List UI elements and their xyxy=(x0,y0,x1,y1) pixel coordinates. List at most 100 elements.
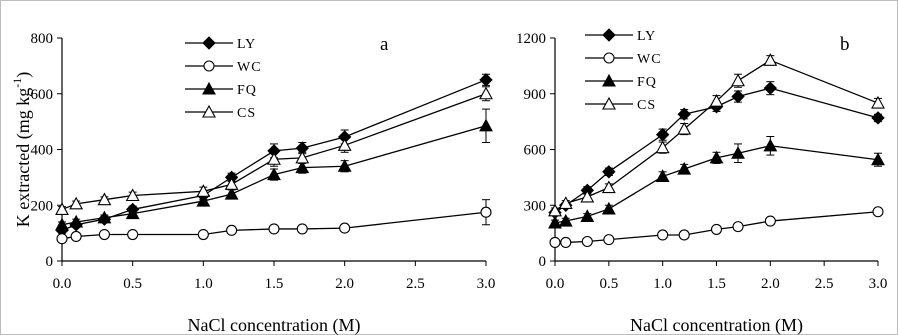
data-point-circle-marker xyxy=(872,206,884,218)
legend-label: CS xyxy=(237,106,256,121)
legend-diamond-marker xyxy=(202,36,216,50)
data-point-diamond-marker xyxy=(677,107,691,121)
legend-triangle-marker xyxy=(602,96,616,110)
x-tick-label: 0.0 xyxy=(53,276,72,292)
data-point-triangle-marker xyxy=(69,196,84,210)
data-point-triangle-marker xyxy=(337,138,352,151)
legend-circle-marker xyxy=(203,60,215,72)
data-point-triangle-marker xyxy=(337,159,352,172)
data-point-triangle-marker xyxy=(601,201,616,215)
data-point-circle-marker xyxy=(603,234,615,246)
data-point-triangle-marker xyxy=(580,209,595,222)
legend-label: LY xyxy=(637,29,656,44)
data-point-triangle-marker xyxy=(267,152,281,165)
panel-letter: a xyxy=(380,34,389,55)
data-point-triangle-marker xyxy=(677,121,692,135)
data-point-triangle-marker xyxy=(125,206,140,220)
data-point-triangle-marker xyxy=(224,186,239,200)
data-point-triangle-marker xyxy=(55,202,69,215)
data-point-circle-marker xyxy=(764,215,776,227)
y-tick-label: 600 xyxy=(31,87,54,103)
series-line xyxy=(61,93,487,211)
data-point-triangle-marker xyxy=(125,188,140,202)
series-fq xyxy=(548,135,885,229)
data-point-triangle-marker xyxy=(655,140,670,154)
panel-b: 0 300 600 900 1200 0.0 0.5 1.0 1.5 2.0 2.5 3.0 NaCl … xyxy=(516,28,888,335)
data-point-triangle-marker xyxy=(655,169,670,182)
x-tick-label: 1.0 xyxy=(653,276,672,292)
x-tick-label: 3.0 xyxy=(869,276,888,292)
data-point-circle-marker xyxy=(710,223,723,235)
legend-label: WC xyxy=(237,60,262,75)
data-point-circle-marker xyxy=(581,235,593,248)
legend-triangle-marker xyxy=(202,104,216,118)
data-point-triangle-marker xyxy=(548,203,562,217)
y-tick-label: 400 xyxy=(31,143,54,159)
x-tick-label: 1.0 xyxy=(194,276,213,292)
x-tick-label: 2.5 xyxy=(406,276,425,292)
y-tick-label: 0 xyxy=(46,254,54,270)
data-point-triangle-marker xyxy=(558,213,573,227)
x-tick-label: 0.5 xyxy=(599,276,618,292)
series-fq xyxy=(55,108,493,231)
data-point-triangle-marker xyxy=(224,177,239,190)
y-axis-title-sup: -1 xyxy=(10,78,24,88)
data-point-diamond-marker xyxy=(871,111,885,125)
data-point-triangle-marker xyxy=(709,150,724,164)
y-axis-title-tail: ) xyxy=(13,72,34,78)
data-point-circle-marker xyxy=(226,224,238,236)
data-point-triangle-marker xyxy=(479,118,493,132)
x-tick-label: 2.0 xyxy=(761,276,780,292)
data-point-circle-marker xyxy=(197,228,209,241)
data-point-circle-marker xyxy=(657,229,669,241)
legend-label: FQ xyxy=(637,75,657,90)
data-point-circle-marker xyxy=(549,236,561,248)
data-point-triangle-marker xyxy=(267,167,281,181)
data-point-circle-marker xyxy=(127,228,139,241)
series-cs xyxy=(548,53,885,217)
y-tick-label: 0 xyxy=(539,254,547,270)
x-tick-label: 0.5 xyxy=(123,276,142,292)
data-point-triangle-marker xyxy=(97,210,112,224)
series-line xyxy=(61,125,487,226)
y-axis-title: K extracted (mg kg-1) xyxy=(10,72,34,227)
x-tick-label: 1.5 xyxy=(707,276,726,292)
legend-label: LY xyxy=(237,37,256,52)
y-axis-title-main: K extracted (mg kg xyxy=(13,88,34,227)
series-cs xyxy=(55,86,493,215)
x-tick-label: 0.0 xyxy=(546,276,565,292)
data-point-circle-marker xyxy=(268,223,280,235)
data-point-circle-marker xyxy=(296,223,308,235)
data-point-triangle-marker xyxy=(763,138,778,152)
data-point-circle-marker xyxy=(339,222,351,234)
x-tick-label: 2.0 xyxy=(335,276,354,292)
data-point-circle-marker xyxy=(480,206,492,218)
panel-letter: b xyxy=(840,34,850,55)
data-point-triangle-marker xyxy=(558,196,573,209)
legend-label: CS xyxy=(637,98,656,113)
y-tick-label: 1200 xyxy=(516,31,546,47)
data-point-triangle-marker xyxy=(871,152,885,166)
series-wc xyxy=(56,199,492,245)
data-point-circle-marker xyxy=(732,221,744,233)
y-tick-label: 300 xyxy=(524,198,547,214)
data-point-triangle-marker xyxy=(548,215,562,229)
data-point-triangle-marker xyxy=(731,146,745,159)
x-axis-title: NaCl concentration (M) xyxy=(188,315,361,335)
data-point-triangle-marker xyxy=(677,161,692,175)
x-tick-label: 3.0 xyxy=(477,276,496,292)
series-line xyxy=(554,87,879,214)
data-point-diamond-marker xyxy=(731,89,745,104)
panel-a: 0 200 400 600 800 0.0 0.5 1.0 1.5 2.0 2.5 3.0 NaCl c… xyxy=(10,31,495,335)
y-tick-label: 600 xyxy=(524,143,547,159)
data-point-triangle-marker xyxy=(479,86,493,100)
data-point-triangle-marker xyxy=(709,94,724,107)
x-tick-label: 1.5 xyxy=(265,276,284,292)
data-point-circle-marker xyxy=(56,233,68,245)
data-point-triangle-marker xyxy=(871,95,885,109)
series-line xyxy=(61,211,487,240)
data-point-triangle-marker xyxy=(97,192,112,206)
data-point-triangle-marker xyxy=(601,180,616,194)
